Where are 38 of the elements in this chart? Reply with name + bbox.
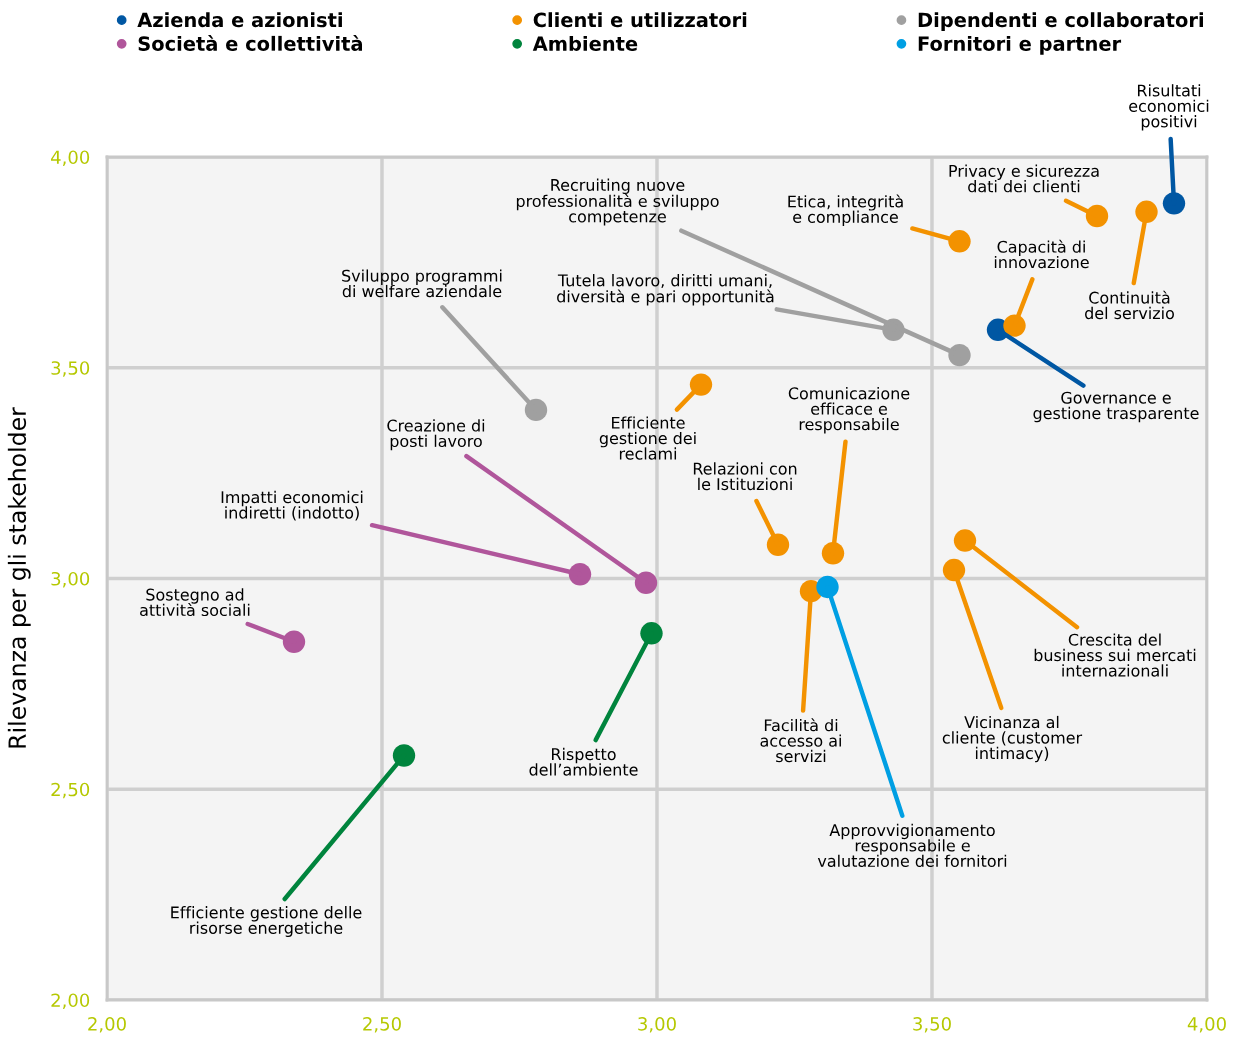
- legend-label: Fornitori e partner: [918, 35, 1122, 55]
- y-tick-label: 4,00: [51, 150, 90, 166]
- legend-label: Azienda e azionisti: [137, 12, 342, 28]
- annotation: Vicinanza al cliente (customer intimacy): [942, 715, 1083, 763]
- y-tick-label: 3,50: [51, 361, 90, 377]
- x-tick-label: 3,50: [913, 1016, 951, 1033]
- y-tick-label: 3,00: [51, 571, 90, 588]
- legend-label: Ambiente: [532, 35, 638, 51]
- y-tick-label: 2,00: [51, 993, 90, 1009]
- annotation: Privacy e sicurezza dati dei clienti: [949, 164, 1099, 193]
- x-tick-label: 2,50: [363, 1016, 401, 1033]
- annotation: Efficiente gestione dei reclami: [599, 416, 696, 460]
- annotation: Creazione di posti lavoro: [387, 419, 485, 451]
- x-tick-label: 4,00: [1187, 1016, 1226, 1033]
- annotation: Impatti economici indiretti (indotto): [221, 490, 363, 521]
- annotation: Relazioni con le Istituzioni: [693, 462, 797, 491]
- annotation: Facilità di accesso ai servizi: [760, 718, 841, 763]
- annotation: Rispetto dell’ambiente: [529, 747, 638, 776]
- annotation: Sostegno ad attività sociali: [140, 588, 250, 617]
- annotation: Capacità di innovazione: [994, 239, 1089, 269]
- annotation: Crescita del business sui mercati internazionali: [1034, 633, 1196, 677]
- annotation: Tutela lavoro, diritti umani, diversità e pari opportunità: [557, 274, 774, 306]
- annotation: Approvvigionamento responsabile e valutazione dei fornitori: [817, 823, 1007, 868]
- annotation: Comunicazione efficace e responsabile: [788, 387, 910, 434]
- legend-label: Dipendenti e collaboratori: [918, 12, 1203, 32]
- annotation: Etica, integrità e compliance: [788, 194, 903, 227]
- y-tick-label: 2,50: [51, 782, 90, 799]
- annotation: Sviluppo programmi di welfare aziendale: [342, 269, 502, 298]
- annotation: Recruiting nuove professionalità e sviluppo competenze: [516, 178, 719, 226]
- annotation: Governance e gestione trasparente: [1033, 391, 1199, 423]
- legend-label: Clienti e utilizzatori: [533, 12, 747, 28]
- annotation: Risultati economici positivi: [1129, 84, 1209, 131]
- x-tick-label: 3,00: [638, 1016, 676, 1033]
- annotation: Efficiente gestione delle risorse energetiche: [171, 906, 362, 937]
- legend-label: Società e collettività: [138, 35, 363, 51]
- x-tick-label: 2,00: [88, 1016, 126, 1033]
- y-axis-title: Rilevanza per gli stakeholder: [7, 407, 31, 748]
- annotation: Continuità del servizio: [1085, 290, 1174, 320]
